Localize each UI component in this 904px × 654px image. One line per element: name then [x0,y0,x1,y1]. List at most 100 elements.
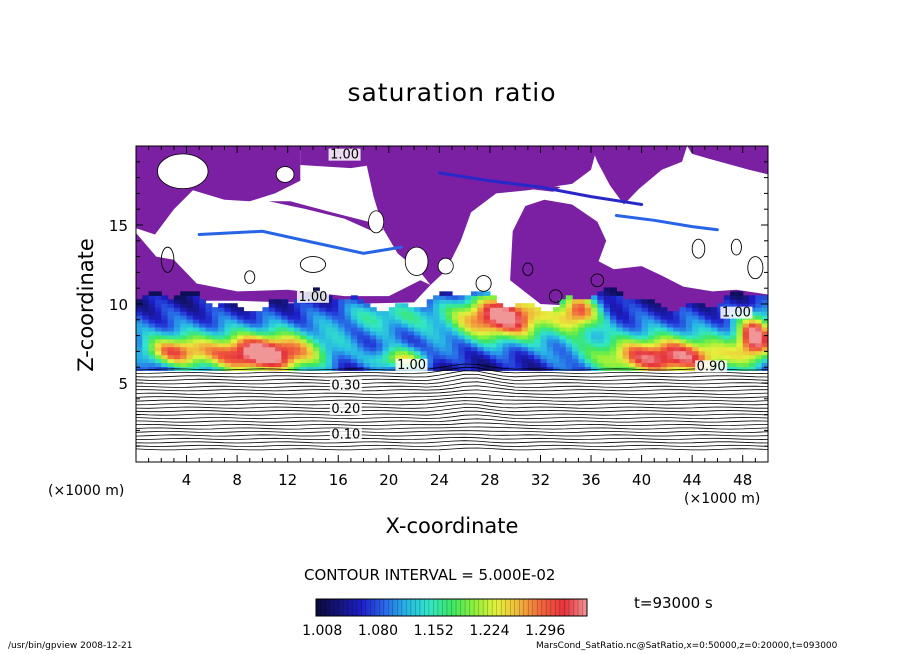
field-cell [350,315,358,320]
field-cell [610,330,617,336]
field-cell [730,299,737,304]
field-cell [572,311,579,316]
field-cell [401,326,409,332]
field-cell [319,338,327,344]
field-cell [325,295,333,300]
field-cell [363,326,371,332]
field-cell [306,307,314,312]
field-cell [565,358,573,364]
field-cell [755,354,763,360]
field-cell [192,334,200,340]
field-cell [382,358,390,364]
field-cell [628,334,636,340]
field-cell [452,322,459,328]
field-cell [192,362,200,368]
field-cell [692,346,700,352]
field-cell [749,350,756,356]
contour-line [136,385,768,392]
field-cell [363,330,371,336]
field-cell [527,303,535,308]
field-cell [363,354,371,360]
field-cell [470,307,478,312]
contour-label-bg [328,148,361,161]
field-cell [357,354,365,360]
field-cell [357,326,365,332]
field-cell [363,350,371,356]
field-cell [761,366,768,371]
field-cell [256,315,263,320]
field-cell [287,358,295,364]
field-cell [591,311,598,316]
contour-label-bg [329,379,362,392]
field-cell [192,319,200,324]
x-unit-label-left: (×1000 m) [48,483,125,499]
field-cell [761,299,768,304]
field-cell [736,358,744,364]
field-cell [761,334,768,340]
contour-line [136,422,768,427]
field-cell [502,311,510,316]
contour-line [136,389,768,395]
field-cell [572,303,579,308]
field-cell [749,334,756,340]
field-cell [723,295,731,300]
field-cell [508,358,516,364]
field-cell [395,346,403,352]
field-cell [565,338,573,344]
field-cell [281,322,289,328]
field-cell [692,330,700,336]
field-cell [388,334,396,340]
field-cell [559,330,567,336]
field-cell [515,326,523,332]
field-cell [711,315,719,320]
cloud-streak-1 [437,171,644,206]
field-cell [350,362,358,368]
field-cell [521,307,529,312]
field-cell [660,350,668,356]
field-cell [527,326,535,332]
field-cell [749,338,756,344]
field-cell [173,358,181,364]
field-cell [161,295,169,300]
field-cell [268,322,276,328]
field-cell [186,291,194,296]
field-cell [205,366,213,371]
field-cell [565,330,573,336]
contour-line [136,377,768,385]
field-cell [654,311,662,316]
field-cell [717,342,725,348]
field-cell [312,366,320,371]
field-cell [761,307,768,312]
cloud-streak-0 [197,229,403,255]
field-cell [717,350,725,356]
field-cell [742,354,750,360]
field-cell [679,311,687,316]
field-cell [591,354,598,360]
field-cell [496,342,504,348]
field-cell [591,326,598,332]
field-cell [628,366,636,371]
field-cell [603,330,611,336]
field-cell [711,330,719,336]
field-cell [142,354,150,360]
field-cell [173,303,181,308]
field-cell [628,342,636,348]
field-cell [205,322,213,328]
field-cell [704,307,712,312]
field-cell [186,354,194,360]
field-cell [237,315,245,320]
field-cell [325,315,333,320]
field-cell [698,311,706,316]
field-cell [205,342,213,348]
field-cell [167,303,175,308]
field-cell [230,303,238,308]
field-cell [508,362,516,368]
field-cell [464,322,472,328]
field-cell [546,326,554,332]
field-cell [369,366,377,371]
x-tick-label: 12 [278,471,297,489]
field-cell [180,319,188,324]
field-cell [559,366,567,371]
field-cell [148,319,156,324]
field-cell [306,303,314,308]
